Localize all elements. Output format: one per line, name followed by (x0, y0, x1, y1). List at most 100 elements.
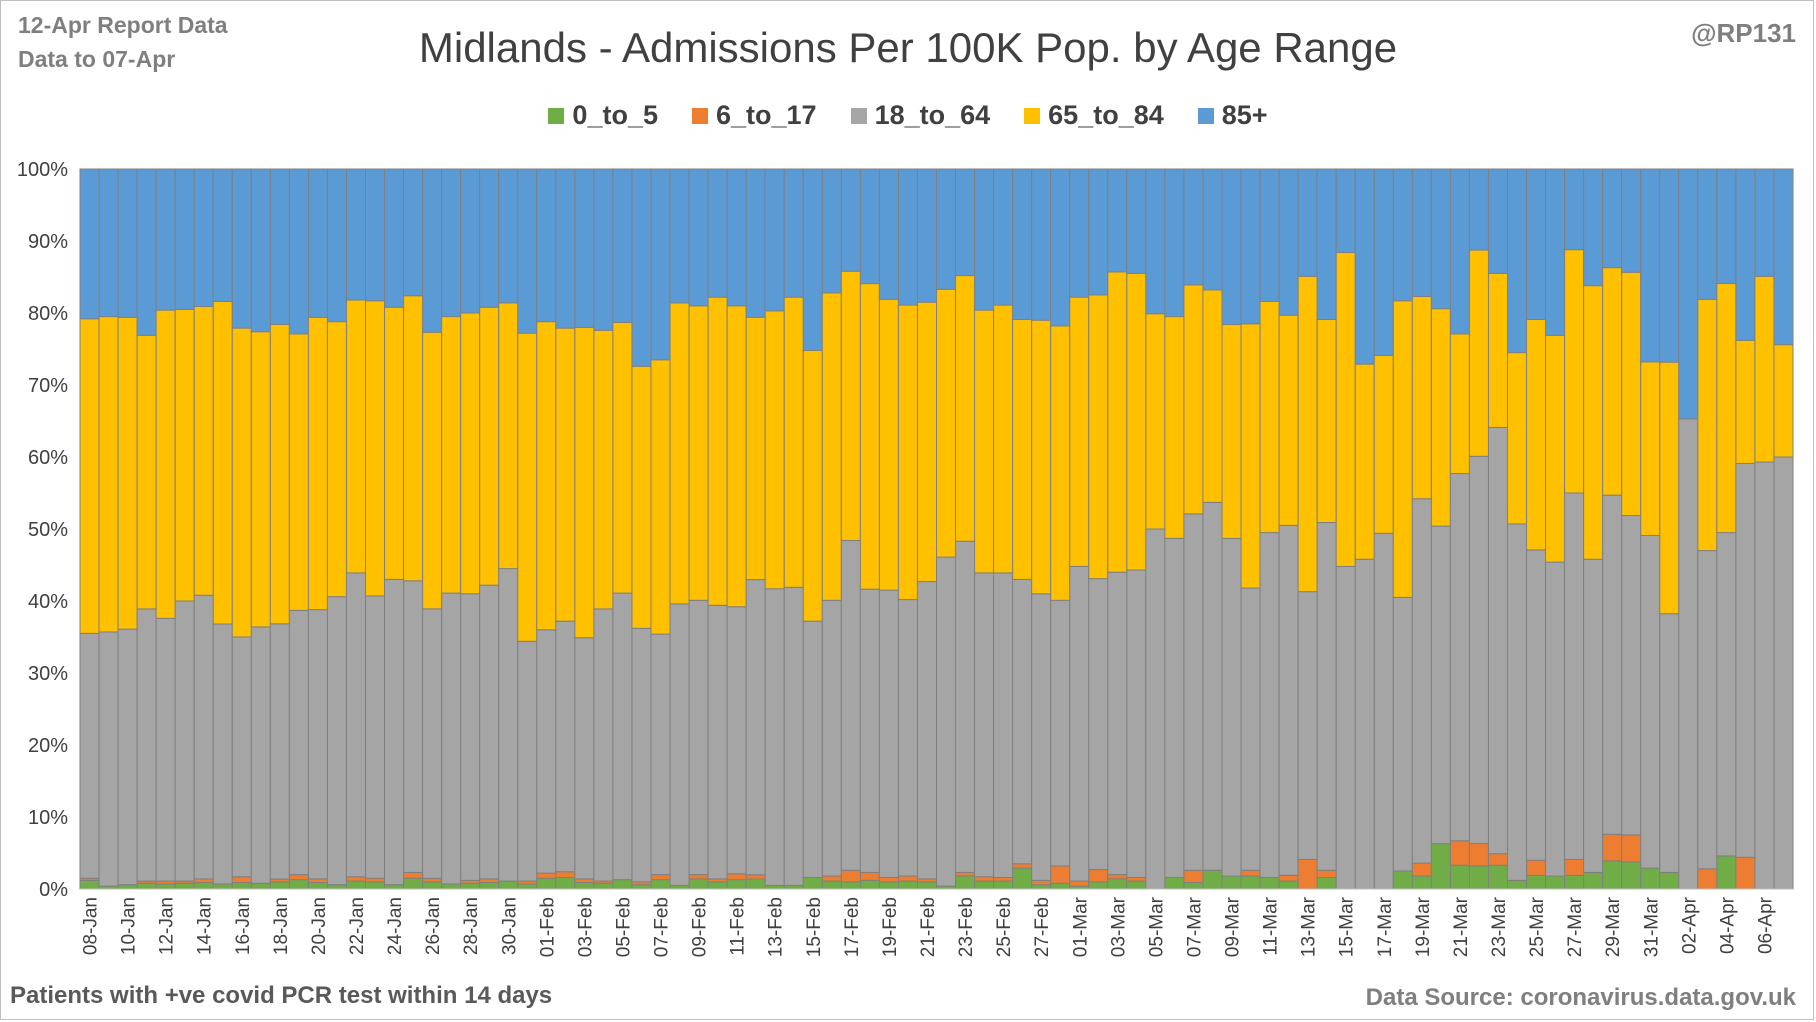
bar-segment-6-to-17 (479, 878, 500, 884)
bar-segment-18-to-64 (612, 592, 633, 881)
x-tick-label: 05-Mar (1146, 896, 1167, 957)
bar-segment-65-to-84 (1202, 289, 1223, 503)
bar-segment-65-to-84 (555, 327, 576, 622)
bar-segment-85-plus (650, 168, 671, 361)
bar-segment-18-to-64 (288, 609, 309, 876)
bar-segment-85-plus (1659, 168, 1680, 363)
bar-segment-85-plus (574, 168, 595, 328)
bar-segment-18-to-64 (1583, 558, 1604, 873)
bar-segment-85-plus (1240, 168, 1261, 325)
bar-segment-18-to-64 (1735, 462, 1756, 858)
bar-segment-6-to-17 (1697, 868, 1718, 890)
bar-segment-85-plus (479, 168, 500, 308)
bar-segment-18-to-64 (1545, 561, 1566, 877)
bar-segment-6-to-17 (1449, 840, 1470, 866)
bar-segment-85-plus (1050, 168, 1071, 327)
bar-segment-0-to-5 (555, 876, 576, 890)
bar-segment-0-to-5 (1659, 871, 1680, 890)
x-tick-label: 07-Mar (1184, 896, 1205, 957)
bar-segment-6-to-17 (1411, 862, 1432, 877)
bar-segment-0-to-5 (136, 882, 157, 890)
bar-segment-65-to-84 (593, 329, 614, 610)
bar-segment-85-plus (1678, 168, 1699, 420)
bar-segment-0-to-5 (1621, 861, 1642, 890)
bar-segment-6-to-17 (955, 871, 976, 877)
bar-segment-65-to-84 (1659, 361, 1680, 615)
bar-segment-85-plus (669, 168, 690, 304)
bar-segment-18-to-64 (859, 588, 880, 873)
bar-segment-18-to-64 (916, 581, 938, 880)
bar-segment-65-to-84 (1145, 313, 1166, 530)
bar-segment-85-plus (1773, 168, 1794, 346)
bar-segment-0-to-5 (878, 881, 899, 890)
y-tick-label: 100% (17, 159, 68, 181)
bar-segment-18-to-64 (1126, 569, 1147, 878)
bar-segment-18-to-64 (1678, 418, 1699, 890)
bar-segment-65-to-84 (1088, 294, 1109, 580)
bar-segment-65-to-84 (1297, 275, 1318, 593)
bar-segment-6-to-17 (1487, 853, 1509, 866)
y-tick-label: 0% (39, 879, 68, 901)
bar-segment-85-plus (460, 168, 481, 314)
bar-segment-85-plus (916, 168, 938, 303)
bar-segment-18-to-64 (422, 608, 443, 879)
x-tick-label: 23-Feb (956, 897, 977, 957)
bar-segment-18-to-64 (955, 540, 976, 873)
x-tick-label: 14-Jan (195, 897, 216, 955)
x-tick-label: 17-Mar (1375, 896, 1396, 957)
bar-segment-0-to-5 (974, 880, 995, 890)
bar-segment-0-to-5 (783, 884, 804, 890)
bar-segment-6-to-17 (403, 871, 424, 879)
bar-segment-65-to-84 (1050, 325, 1071, 601)
bar-segment-0-to-5 (441, 883, 462, 890)
bar-segment-0-to-5 (821, 880, 842, 890)
bar-segment-65-to-84 (1583, 285, 1604, 560)
y-tick-label: 10% (28, 807, 68, 829)
bar-segment-65-to-84 (403, 295, 424, 582)
legend-swatch-18-to-64 (850, 107, 867, 124)
x-tick-label: 13-Feb (766, 897, 787, 957)
legend-label-65-to-84: 65_to_84 (1048, 100, 1164, 130)
bar-segment-65-to-84 (1545, 334, 1566, 563)
bar-segment-18-to-64 (1354, 558, 1375, 890)
bar-segment-0-to-5 (897, 880, 918, 890)
bar-segment-18-to-64 (707, 604, 728, 880)
bar-segment-65-to-84 (345, 299, 367, 574)
bar-segment-18-to-64 (1716, 532, 1737, 857)
author-handle: @RP131 (1691, 18, 1796, 48)
bar-segment-85-plus (688, 168, 709, 307)
chart-legend: 0_to_5 6_to_17 18_to_64 65_to_84 85+ (0, 100, 1816, 131)
bar-segment-0-to-5 (1449, 864, 1470, 890)
bar-segment-85-plus (1316, 168, 1337, 320)
bar-segment-0-to-5 (688, 878, 709, 890)
bar-segment-85-plus (936, 168, 957, 290)
x-tick-label: 27-Feb (1032, 897, 1053, 957)
x-tick-label: 02-Apr (1679, 896, 1700, 954)
bar-segment-65-to-84 (384, 306, 405, 580)
bar-segment-85-plus (403, 168, 424, 297)
bar-segment-18-to-64 (1145, 528, 1166, 890)
bar-segment-18-to-64 (1278, 524, 1299, 876)
bar-segment-0-to-5 (993, 880, 1014, 890)
bar-segment-85-plus (136, 168, 157, 336)
bar-segment-0-to-5 (1411, 875, 1432, 890)
bar-segment-6-to-17 (1031, 879, 1052, 886)
bar-segment-0-to-5 (1183, 882, 1204, 890)
bar-segment-65-to-84 (1240, 323, 1261, 589)
bar-segment-65-to-84 (1754, 275, 1775, 463)
bar-segment-85-plus (897, 168, 918, 306)
bar-segment-0-to-5 (1545, 875, 1566, 890)
bar-segment-18-to-64 (1526, 549, 1547, 861)
bar-segment-65-to-84 (745, 316, 766, 581)
bar-segment-0-to-5 (384, 884, 405, 890)
bar-segment-65-to-84 (1126, 272, 1147, 571)
bar-segment-85-plus (1335, 168, 1356, 254)
bar-segment-0-to-5 (1468, 865, 1489, 890)
bar-segment-85-plus (1259, 168, 1280, 302)
x-tick-label: 03-Feb (575, 897, 596, 957)
bar-segment-65-to-84 (707, 296, 728, 606)
bar-segment-18-to-64 (269, 623, 290, 880)
bar-segment-65-to-84 (1449, 333, 1470, 475)
bar-segment-65-to-84 (612, 321, 633, 594)
bar-segment-6-to-17 (307, 878, 328, 884)
